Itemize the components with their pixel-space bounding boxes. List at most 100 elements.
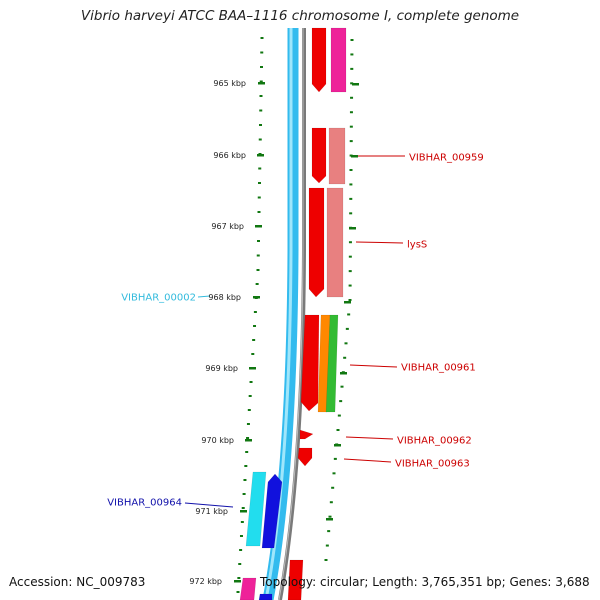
leaders-layer (184, 155, 405, 508)
scale-dot (247, 409, 251, 411)
backbone-layer (262, 28, 306, 600)
scale-dot (253, 311, 257, 313)
scale-dot (350, 96, 354, 99)
tick-label: 969 kbp (205, 364, 238, 373)
outer-major-tick (344, 301, 351, 304)
scale-dot (257, 196, 261, 199)
backbone-blue-highlight (264, 28, 293, 600)
gene-red-small-2 (297, 447, 313, 467)
scale-dots-outer-lower (324, 299, 352, 561)
gene-pink-2 (326, 187, 344, 298)
scale-dot (260, 51, 264, 54)
gene-leader-line (184, 502, 234, 508)
scale-dot (348, 255, 352, 258)
scale-dot (348, 284, 352, 287)
gene-cyan-1 (245, 471, 267, 547)
scale-dot (344, 342, 348, 345)
scale-dot (349, 169, 353, 171)
tick-label: 971 kbp (195, 507, 228, 516)
tick-label: 967 kbp (211, 222, 244, 231)
scale-dot (242, 493, 246, 495)
scale-dot (243, 479, 247, 481)
scale-dot (325, 544, 329, 547)
scale-dot (259, 80, 263, 83)
scale-dot (257, 211, 261, 213)
scale-dot (349, 111, 353, 114)
features-layer (239, 27, 347, 600)
scale-dot (347, 313, 351, 316)
scale-dot (248, 395, 252, 397)
tick-label: 965 kbp (213, 79, 246, 88)
scale-dot (350, 82, 354, 85)
outer-major-tick (352, 83, 359, 86)
outer-major-tick (340, 372, 347, 375)
scale-dot (258, 138, 262, 141)
scale-dot (327, 530, 331, 533)
gene-leader-line (197, 295, 211, 298)
scale-dot (237, 577, 241, 579)
scale-dot (336, 429, 340, 431)
scale-dot (350, 53, 354, 56)
gene-label: VIBHAR_00963 (395, 459, 470, 470)
scale-dots-outer-upper (348, 39, 354, 301)
gene-red-lysS (308, 187, 325, 298)
scale-dot (329, 501, 333, 504)
gene-label: VIBHAR_00961 (401, 363, 476, 374)
scale-dot (256, 269, 260, 271)
scale-dot (349, 212, 353, 215)
scale-dot (349, 183, 353, 186)
scale-dot (348, 270, 352, 273)
gene-label: VIBHAR_00959 (409, 153, 484, 164)
scale-dot (260, 66, 263, 68)
major-tick (245, 439, 252, 442)
gene-red-1 (311, 27, 327, 93)
scale-dot (240, 521, 244, 523)
scale-dot (236, 591, 240, 593)
topology-summary: Topology: circular; Length: 3,765,351 bp… (260, 575, 590, 589)
scale-dot (246, 423, 250, 425)
scale-dot (349, 197, 353, 200)
outer-major-tick (349, 227, 356, 230)
tick-label: 970 kbp (201, 436, 234, 445)
gene-leader-line (355, 241, 404, 244)
scale-dot (337, 414, 341, 417)
scale-dot (239, 549, 243, 551)
outer-major-tick (334, 444, 341, 447)
tick-label: 966 kbp (213, 151, 246, 160)
scale-dot (350, 39, 354, 41)
outer-major-tick (351, 155, 358, 158)
scale-dot (238, 563, 242, 565)
gene-red-3 (300, 314, 320, 412)
gene-label: VIBHAR_00962 (397, 436, 472, 447)
ticks-layer (234, 37, 359, 593)
scale-dot (332, 472, 336, 475)
scale-dot (259, 109, 263, 112)
scale-dot (257, 240, 260, 242)
scale-dot (241, 507, 245, 509)
scale-dot (340, 385, 344, 388)
major-tick (253, 296, 260, 299)
scale-dot (348, 241, 352, 244)
backbone-blue-ring (262, 28, 299, 600)
scale-dot (251, 353, 255, 355)
scale-dot (343, 356, 347, 359)
gene-red-2 (311, 127, 327, 184)
gene-leader-line (343, 458, 392, 463)
scale-dot (253, 325, 257, 327)
scale-dot (258, 167, 262, 170)
gene-leader-line (349, 364, 398, 368)
scale-dot (259, 95, 263, 97)
gene-green-1 (325, 314, 339, 413)
map-title: Vibrio harveyi ATCC BAA–1116 chromosome … (80, 8, 520, 24)
gene-blue-1 (261, 473, 283, 549)
scale-dot (328, 515, 332, 518)
scale-dot (252, 339, 256, 341)
major-tick (255, 225, 262, 228)
tick-label: 968 kbp (208, 293, 241, 302)
scale-dot (339, 400, 343, 403)
major-tick (240, 510, 247, 513)
scale-dot (239, 535, 243, 537)
major-tick (257, 154, 264, 157)
